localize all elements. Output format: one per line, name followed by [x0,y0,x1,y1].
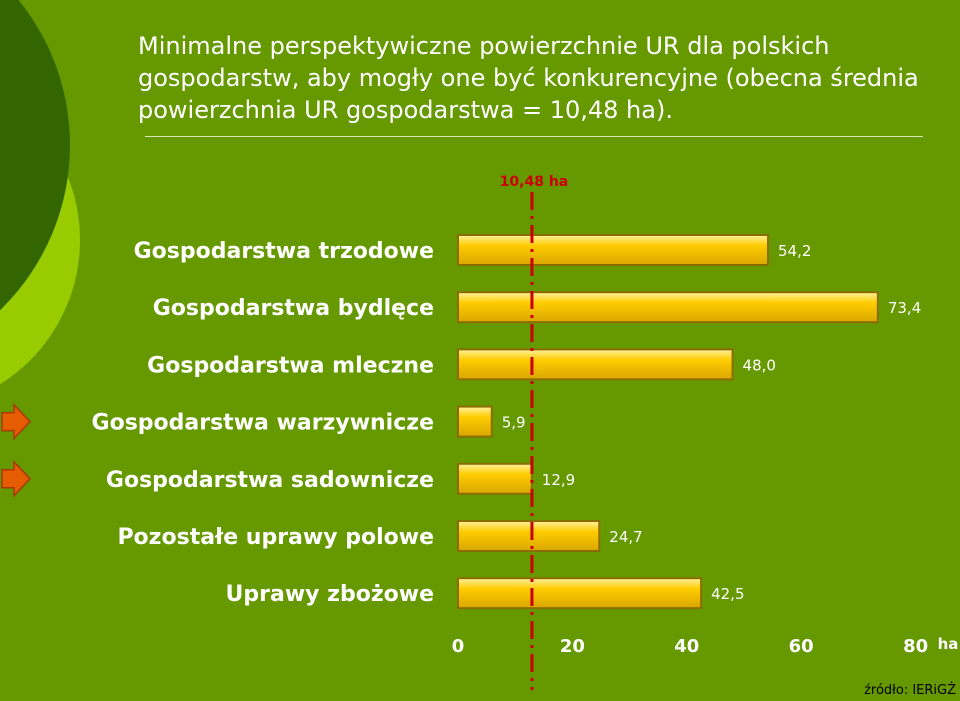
bar-gospodarstwa-bydl-ce [457,291,879,324]
value-label-gospodarstwa-sadownicze: 12,9 [542,471,575,489]
category-label-gospodarstwa-trzodowe: Gospodarstwa trzodowe [134,239,434,264]
category-label-gospodarstwa-mleczne: Gospodarstwa mleczne [147,353,434,378]
title-divider [145,136,923,137]
bar-gospodarstwa-warzywnicze [457,405,493,438]
value-label-uprawy-zbo-owe: 42,5 [711,585,744,603]
bar-gospodarstwa-trzodowe [457,234,770,266]
category-label-gospodarstwa-warzywnicze: Gospodarstwa warzywnicze [92,411,434,436]
x-tick-label-80: 80 [903,636,928,657]
bar-uprawy-zbo-owe [457,577,703,610]
value-label-gospodarstwa-trzodowe: 54,2 [778,242,811,260]
reference-line-label: 10,48 ha [500,174,569,190]
bar-pozosta-e-uprawy-polowe [457,520,601,552]
x-tick-label-0: 0 [452,636,465,657]
highlight-arrow-icon [1,459,32,498]
source-note: źródło: IERiGŻ [864,683,956,698]
category-label-gospodarstwa-bydl-ce: Gospodarstwa bydlęce [153,296,434,321]
value-label-gospodarstwa-warzywnicze: 5,9 [502,414,526,432]
x-tick-label-40: 40 [674,636,699,657]
value-label-pozosta-e-uprawy-polowe: 24,7 [609,528,642,546]
x-tick-label-60: 60 [789,636,814,657]
category-label-gospodarstwa-sadownicze: Gospodarstwa sadownicze [106,468,434,493]
category-label-pozosta-e-uprawy-polowe: Pozostałe uprawy polowe [117,525,434,550]
bar-gospodarstwa-mleczne [457,348,734,381]
category-label-uprawy-zbo-owe: Uprawy zbożowe [226,582,434,607]
bar-gospodarstwa-sadownicze [457,462,533,495]
highlight-arrow-icon [1,402,32,441]
x-axis-unit-label: ha [938,635,959,653]
value-label-gospodarstwa-bydl-ce: 73,4 [888,299,921,317]
dark-green-circle [0,0,70,311]
chart-title: Minimalne perspektywiczne powierzchnie U… [138,32,919,124]
x-tick-label-20: 20 [560,636,585,657]
value-label-gospodarstwa-mleczne: 48,0 [743,356,776,374]
